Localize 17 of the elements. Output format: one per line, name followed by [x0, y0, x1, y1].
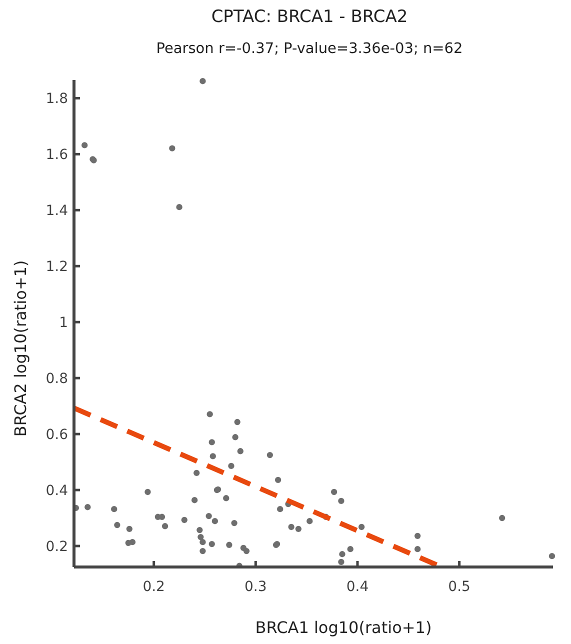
y-tick-label: 1.2: [46, 259, 68, 276]
x-tick-label: 0.5: [448, 579, 470, 595]
y-tick-label: 1.6: [46, 147, 68, 164]
chart-subtitle: Pearson r=-0.37; P-value=3.36e-03; n=62: [156, 41, 463, 57]
y-tick-label: 1: [59, 315, 68, 331]
x-tick-label: 0.3: [244, 579, 267, 595]
x-tick-label: 0.4: [346, 579, 369, 595]
y-tick-label: 0.2: [46, 538, 68, 555]
chart-title: CPTAC: BRCA1 - BRCA2: [211, 7, 408, 27]
x-tick-label: 0.2: [142, 579, 165, 595]
y-tick-label: 0.8: [46, 370, 68, 387]
y-axis-title: BRCA2 log10(ratio+1): [11, 260, 30, 437]
y-tick-label: 0.4: [46, 482, 68, 499]
y-tick-label: 1.4: [46, 203, 68, 220]
y-tick-label: 0.6: [46, 426, 68, 443]
y-tick-label: 1.8: [46, 91, 68, 108]
x-axis-title: BRCA1 log10(ratio+1): [255, 618, 432, 637]
